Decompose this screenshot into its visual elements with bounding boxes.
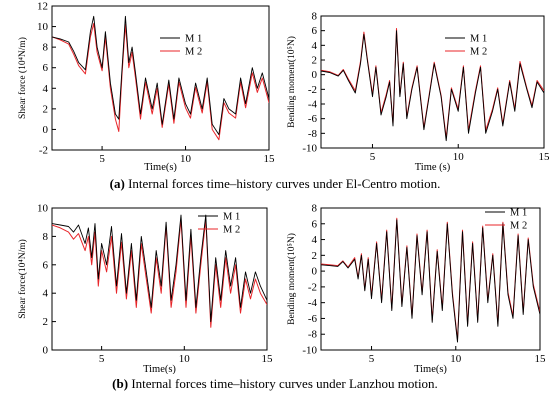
plot-frame bbox=[51, 207, 268, 351]
chart-elcentro-shear: -2 0 2 4 6 8 10 12 5 10 15 Time(s) Shear force (10⁴N… bbox=[0, 1, 276, 174]
y-tick-label: 4 bbox=[43, 288, 49, 300]
chart-svg: -10 -8 -6 -4 -2 0 2 4 6 8 5 10 15 Time(s) Bending mome… bbox=[286, 203, 547, 376]
x-tick-label: 10 bbox=[179, 353, 191, 365]
caption-a-label: (a) bbox=[109, 176, 125, 191]
y-tick-label: -8 bbox=[308, 128, 318, 140]
y-axis-label: Shear force (10⁴N/m) bbox=[17, 37, 28, 119]
chart-svg: 0 2 4 6 8 10 5 10 15 Time(s) Shear force(10⁴N/m) M … bbox=[17, 203, 274, 376]
series-line-m2 bbox=[321, 28, 544, 139]
caption-b: (b) Internal forces time–history curves … bbox=[0, 376, 550, 392]
series-line-m2 bbox=[52, 23, 269, 141]
legend-label-m1: M 1 bbox=[185, 34, 202, 45]
legend-label-m2: M 2 bbox=[470, 47, 487, 58]
series-line-m1 bbox=[52, 214, 267, 323]
legend-label-m2: M 2 bbox=[510, 221, 527, 232]
y-tick-label: 10 bbox=[37, 21, 49, 33]
y-tick-label: -4 bbox=[308, 297, 318, 309]
plot-frame bbox=[320, 207, 541, 351]
caption-b-label: (b) bbox=[112, 376, 129, 391]
y-tick-label: 0 bbox=[43, 345, 49, 357]
plot-frame bbox=[51, 5, 270, 151]
y-axis-label: Shear force(10⁴N/m) bbox=[17, 239, 28, 319]
x-axis-label: Time(s) bbox=[414, 364, 447, 374]
y-tick-label: -2 bbox=[308, 84, 317, 96]
x-tick-label: 10 bbox=[453, 151, 465, 163]
x-tick-label: 5 bbox=[99, 353, 105, 365]
y-tick-label: 6 bbox=[43, 62, 49, 74]
legend-label-m1: M 1 bbox=[470, 34, 487, 45]
y-tick-label: 8 bbox=[43, 231, 49, 243]
chart-svg: -2 0 2 4 6 8 10 12 5 10 15 Time(s) Shear force (10⁴N… bbox=[17, 1, 276, 174]
x-tick-label: 5 bbox=[370, 151, 376, 163]
y-tick-label: -6 bbox=[308, 313, 318, 325]
y-tick-label: 2 bbox=[312, 250, 318, 262]
x-tick-label: 15 bbox=[539, 151, 550, 163]
y-tick-label: 2 bbox=[43, 103, 49, 115]
y-tick-label: -10 bbox=[302, 143, 317, 155]
x-tick-label: 5 bbox=[369, 353, 375, 365]
x-axis-label: Time (s) bbox=[415, 162, 451, 172]
series-line-m1 bbox=[321, 219, 540, 343]
y-tick-label: 2 bbox=[43, 316, 49, 328]
x-tick-label: 5 bbox=[99, 153, 105, 165]
x-tick-label: 15 bbox=[262, 353, 274, 365]
y-axis-label: Bending moment(10⁵N) bbox=[286, 36, 297, 128]
y-tick-label: 6 bbox=[43, 259, 49, 271]
y-tick-label: 6 bbox=[312, 218, 318, 230]
y-tick-label: 4 bbox=[43, 83, 49, 95]
series-line-m1 bbox=[321, 30, 544, 142]
y-tick-label: 0 bbox=[312, 69, 318, 81]
chart-elcentro-moment: -10 -8 -6 -4 -2 0 2 4 6 8 5 10 15 Time (s) Bending mom… bbox=[275, 2, 550, 174]
y-tick-label: 8 bbox=[312, 203, 318, 215]
y-tick-label: 8 bbox=[312, 11, 318, 23]
y-tick-label: 10 bbox=[37, 203, 49, 215]
y-tick-label: -4 bbox=[308, 99, 318, 111]
legend-label-m2: M 2 bbox=[223, 225, 240, 236]
y-tick-label: 8 bbox=[43, 42, 49, 54]
y-tick-label: 4 bbox=[312, 234, 318, 246]
y-axis-label: Bending moment(10⁵N) bbox=[286, 233, 297, 325]
x-tick-label: 15 bbox=[535, 353, 547, 365]
legend-label-m1: M 1 bbox=[510, 208, 527, 219]
y-tick-label: 6 bbox=[312, 25, 318, 37]
caption-a: (a) Internal forces time–history curves … bbox=[0, 176, 550, 192]
y-tick-label: -6 bbox=[308, 113, 318, 125]
y-tick-label: -2 bbox=[39, 145, 48, 157]
y-tick-label: 12 bbox=[37, 2, 48, 13]
x-axis-label: Time(s) bbox=[143, 364, 176, 374]
x-tick-label: 10 bbox=[450, 353, 462, 365]
legend-label-m2: M 2 bbox=[185, 47, 202, 58]
chart-svg: -10 -8 -6 -4 -2 0 2 4 6 8 5 10 15 Time (s) Bending mom… bbox=[286, 11, 550, 174]
y-tick-label: -8 bbox=[308, 329, 318, 341]
y-tick-label: -10 bbox=[302, 345, 317, 357]
x-axis-label: Time(s) bbox=[144, 162, 177, 172]
y-tick-label: 0 bbox=[312, 266, 318, 278]
chart-lanzhou-shear: 0 2 4 6 8 10 5 10 15 Time(s) Shear force(10⁴N/m) M … bbox=[0, 198, 275, 376]
legend-label-m1: M 1 bbox=[223, 212, 240, 223]
y-tick-label: 0 bbox=[43, 124, 49, 136]
caption-b-text: Internal forces time–history curves unde… bbox=[128, 376, 438, 391]
x-tick-label: 15 bbox=[264, 153, 276, 165]
chart-lanzhou-moment: -10 -8 -6 -4 -2 0 2 4 6 8 5 10 15 Time(s) Bending mome… bbox=[275, 198, 550, 376]
plot-frame bbox=[320, 15, 545, 149]
series-line-m2 bbox=[52, 218, 267, 328]
y-tick-label: -2 bbox=[308, 281, 317, 293]
y-tick-label: 2 bbox=[312, 55, 318, 67]
series-line-m1 bbox=[52, 15, 269, 136]
y-tick-label: 4 bbox=[312, 40, 318, 52]
x-tick-label: 10 bbox=[180, 153, 192, 165]
caption-a-text: Internal forces time–history curves unde… bbox=[124, 176, 441, 191]
